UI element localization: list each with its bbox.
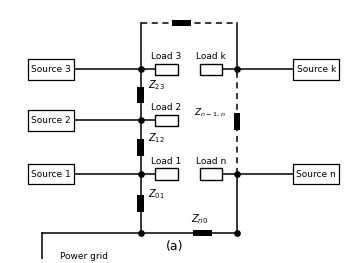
- Text: Load k: Load k: [196, 52, 226, 61]
- Text: Load 3: Load 3: [151, 52, 182, 61]
- Bar: [28, 164, 74, 184]
- Bar: [293, 164, 340, 184]
- Text: $Z_{01}$: $Z_{01}$: [148, 187, 165, 201]
- Bar: [293, 59, 340, 79]
- Text: $Z_{n0}$: $Z_{n0}$: [190, 213, 208, 226]
- Text: Power grid: Power grid: [60, 252, 108, 261]
- Bar: [173, 21, 191, 26]
- Text: Source n: Source n: [296, 170, 336, 179]
- Text: $Z_{23}$: $Z_{23}$: [148, 79, 165, 92]
- Bar: [28, 59, 74, 79]
- Bar: [200, 64, 222, 75]
- Bar: [28, 110, 74, 131]
- Text: Load n: Load n: [196, 157, 226, 166]
- Bar: [155, 115, 177, 126]
- Text: Source 3: Source 3: [31, 65, 71, 74]
- Text: Source 2: Source 2: [31, 116, 71, 125]
- Text: Source k: Source k: [296, 65, 336, 74]
- Bar: [155, 168, 177, 180]
- Bar: [137, 87, 144, 103]
- Bar: [155, 64, 177, 75]
- Text: Load 1: Load 1: [151, 157, 182, 166]
- Bar: [193, 230, 212, 236]
- Bar: [137, 195, 144, 212]
- Text: $Z_{12}$: $Z_{12}$: [148, 131, 165, 145]
- Bar: [200, 168, 222, 180]
- Text: Source 1: Source 1: [31, 170, 71, 179]
- Bar: [137, 139, 144, 156]
- Text: (a): (a): [166, 240, 184, 254]
- Text: $Z_{n-1,\,n}$: $Z_{n-1,\,n}$: [194, 107, 226, 119]
- Text: Load 2: Load 2: [151, 103, 181, 112]
- Bar: [233, 113, 240, 130]
